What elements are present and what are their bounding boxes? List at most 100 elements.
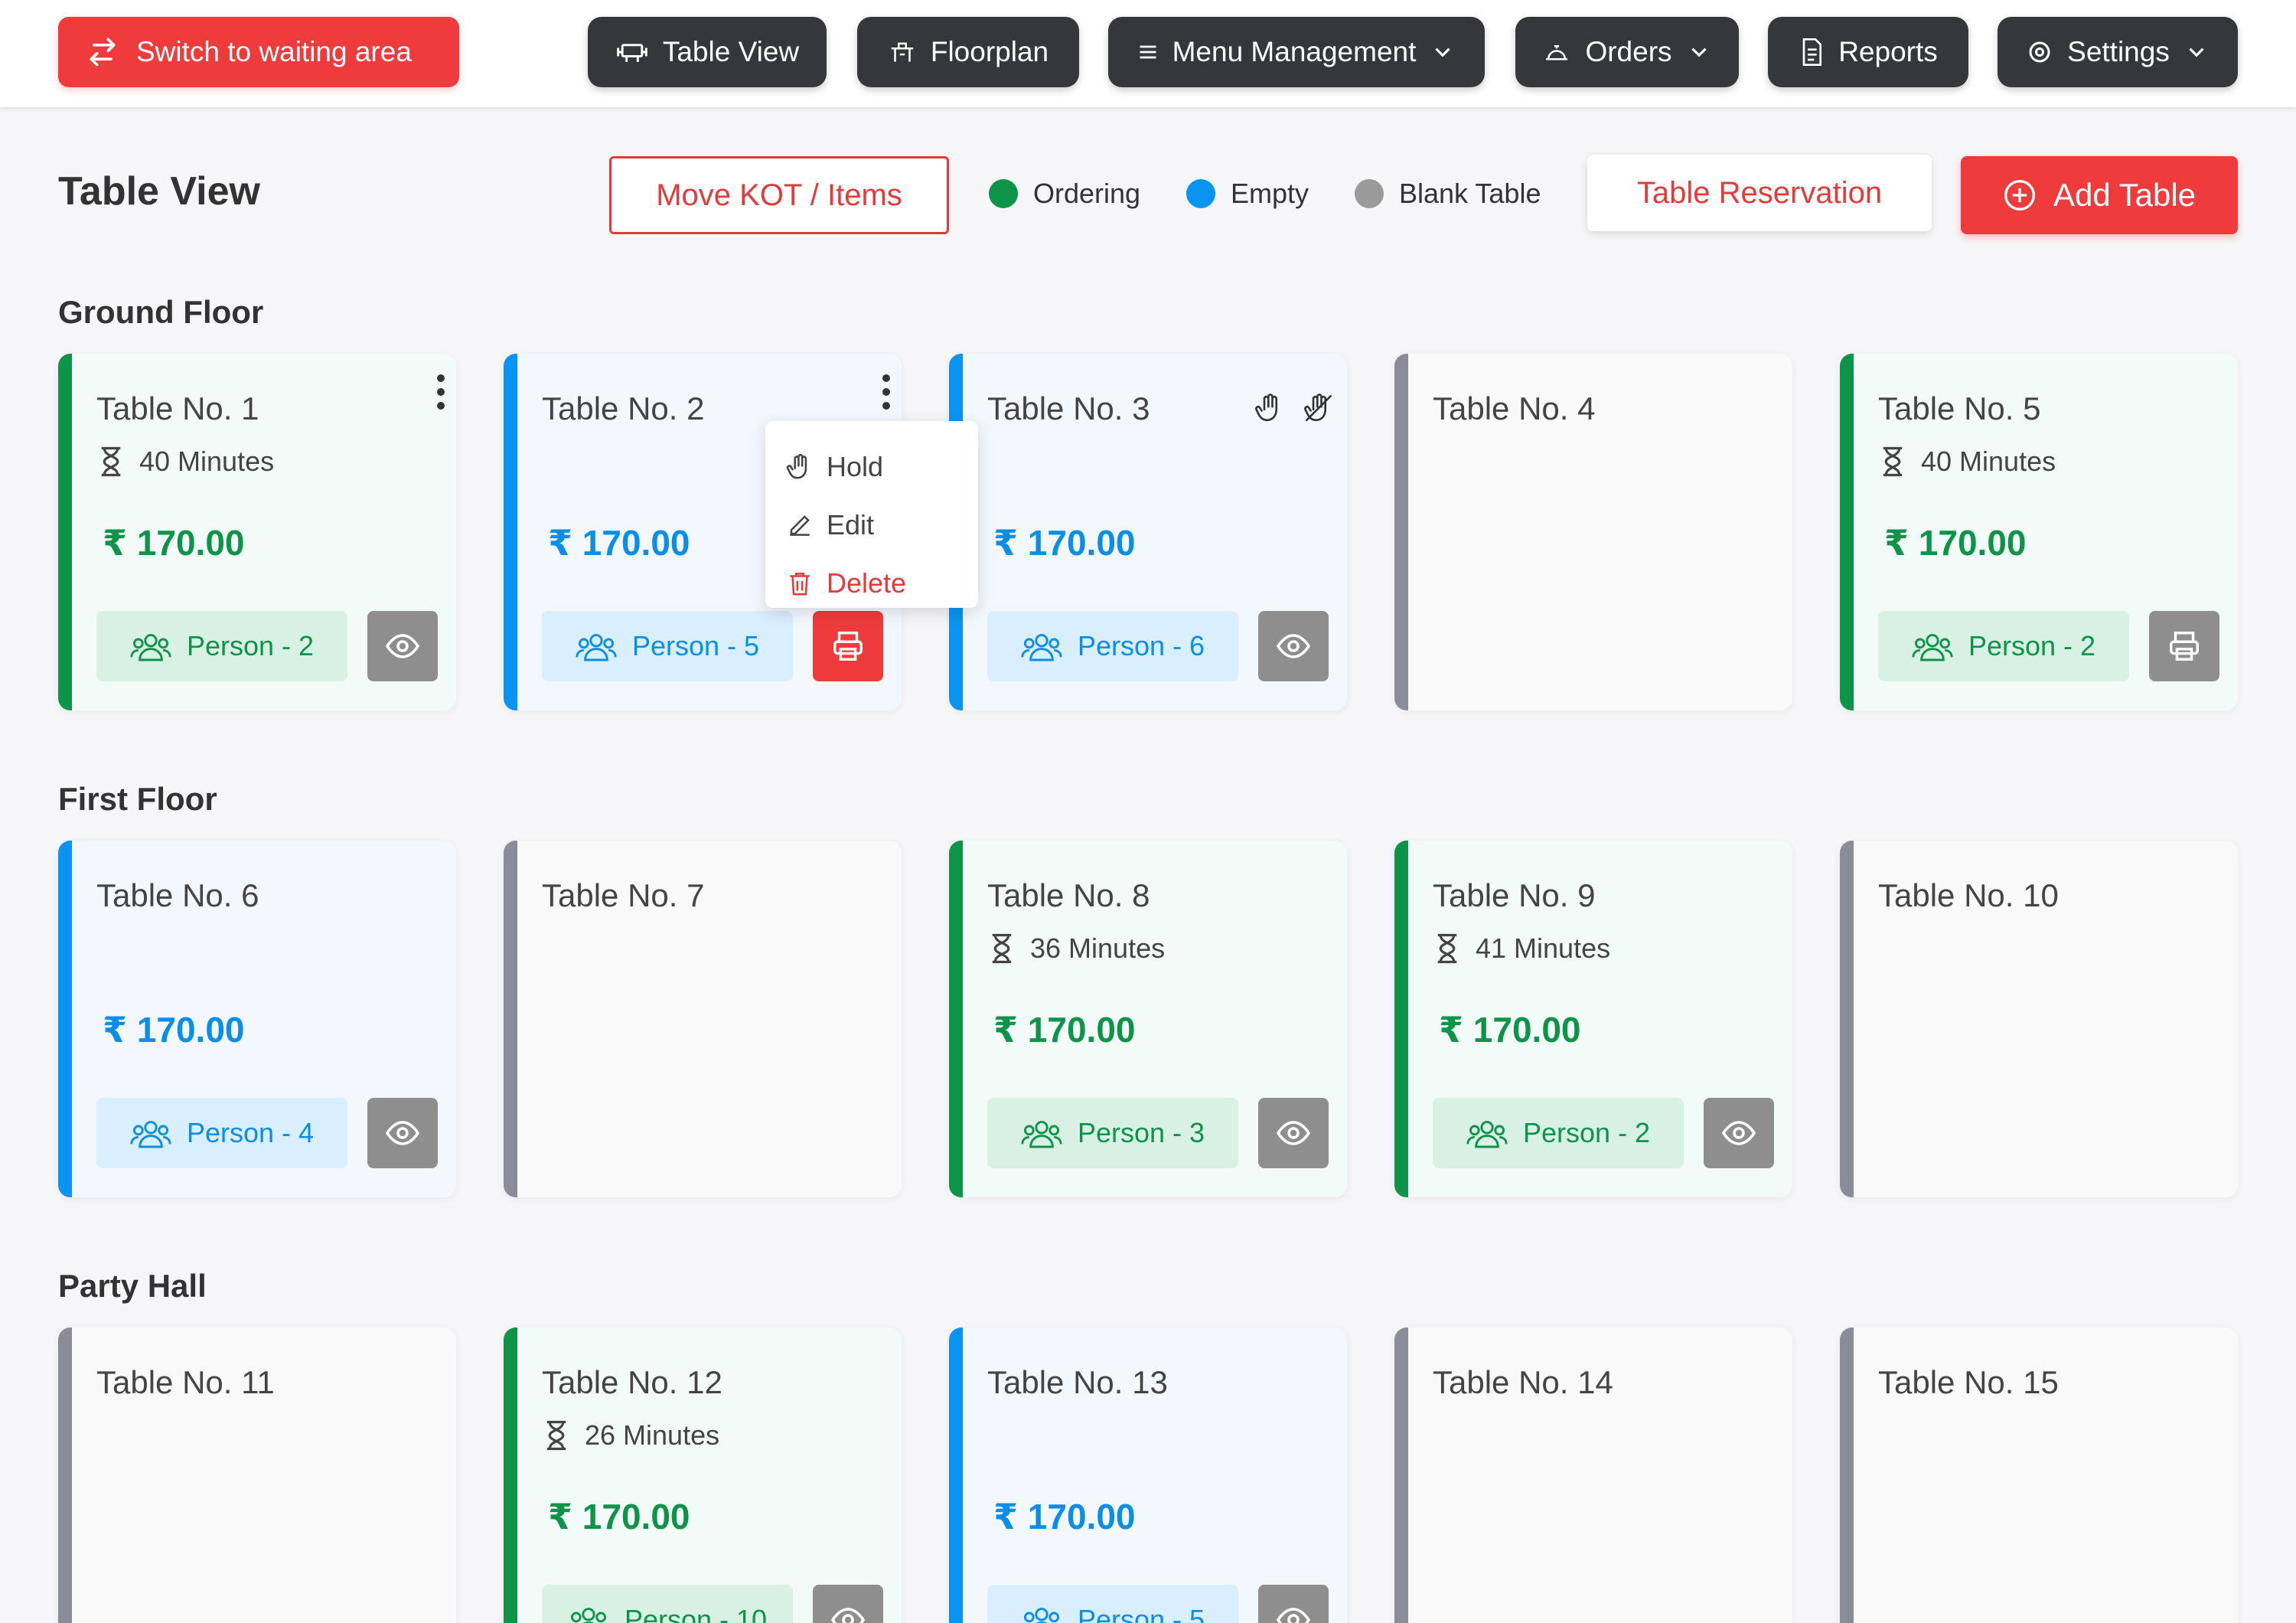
person-count-label: Person - 4 [186, 1117, 315, 1148]
view-order-button[interactable] [367, 611, 438, 681]
table-timer: 36 Minutes [987, 932, 1165, 965]
table-amount: ₹ 170.00 [993, 523, 1136, 563]
table-name: Table No. 6 [96, 877, 259, 913]
table-card[interactable]: Table No. 4 [1394, 354, 1792, 710]
switch-waiting-area-label: Switch to waiting area [136, 36, 412, 67]
nav-menu-management[interactable]: Menu Management [1108, 17, 1485, 87]
nav-settings[interactable]: Settings [1998, 17, 2238, 87]
swap-arrows-icon [90, 38, 116, 67]
section-title: Party Hall [58, 1268, 207, 1304]
table-amount: ₹ 170.00 [548, 1497, 690, 1536]
legend-ordering: Ordering [989, 178, 1140, 210]
nav-reports[interactable]: Reports [1768, 17, 1968, 87]
table-card[interactable]: Table No. 1 40 Minutes ₹ 170.00 Person - 2 [58, 354, 456, 710]
hamburger-icon [1140, 45, 1156, 59]
nav-orders[interactable]: Orders [1515, 17, 1739, 87]
person-count-label: Person - 5 [631, 630, 760, 661]
hourglass-icon [1437, 933, 1457, 964]
table-reservation-button[interactable]: Table Reservation [1587, 155, 1932, 231]
table-card[interactable]: Table No. 10 [1840, 841, 2238, 1197]
hourglass-icon [992, 933, 1012, 964]
table-amount: ₹ 170.00 [103, 1010, 245, 1050]
table-card[interactable]: Table No. 12 26 Minutes ₹ 170.00 Person - 1… [504, 1327, 902, 1623]
print-kot-button[interactable] [813, 611, 883, 681]
edit-label: Edit [827, 509, 875, 540]
table-name: Table No. 10 [1878, 877, 2059, 913]
delete-label: Delete [827, 567, 907, 599]
add-table-button[interactable]: Add Table [1961, 156, 2238, 234]
table-card[interactable]: Table No. 8 36 Minutes ₹ 170.00 Person - 3 [949, 841, 1347, 1197]
chevron-down-icon [1435, 47, 1451, 57]
edit-menu-item[interactable]: Edit [765, 496, 978, 554]
people-icon [1023, 1608, 1059, 1623]
section-title: Ground Floor [58, 294, 264, 330]
person-count-label: Person - 3 [1077, 1117, 1205, 1148]
eye-icon [385, 1121, 420, 1145]
people-icon [130, 634, 171, 661]
timer-text: 36 Minutes [1030, 932, 1166, 964]
table-card[interactable]: Table No. 13 ₹ 170.00 Person - 5 [949, 1327, 1347, 1623]
timer-text: 40 Minutes [1921, 446, 2056, 477]
view-order-button[interactable] [1704, 1098, 1774, 1168]
hold-menu-item[interactable]: Hold [765, 438, 978, 496]
table-card[interactable]: Table No. 6 ₹ 170.00 Person - 4 [58, 841, 456, 1197]
table-name: Table No. 11 [96, 1364, 275, 1400]
chevron-down-icon [2189, 47, 2204, 57]
table-card[interactable]: Table No. 2 ₹ 170.00 Person - 5 [504, 354, 902, 710]
view-order-button[interactable] [1258, 611, 1329, 681]
table-card[interactable]: Table No. 3 ₹ 170.00 Person - 6 [949, 354, 1347, 710]
kebab-menu-icon[interactable] [871, 369, 902, 415]
view-order-button[interactable] [1258, 1098, 1329, 1168]
view-order-button[interactable] [1258, 1585, 1329, 1623]
table-icon [617, 44, 647, 62]
nav-table-view[interactable]: Table View [588, 17, 827, 87]
plus-circle-icon [2004, 180, 2035, 211]
table-card[interactable]: Table No. 14 [1394, 1327, 1792, 1623]
printer-icon [2170, 632, 2199, 661]
table-timer: 26 Minutes [542, 1419, 719, 1452]
switch-waiting-area-button[interactable]: Switch to waiting area [58, 17, 459, 87]
move-kot-button[interactable]: Move KOT / Items [609, 156, 949, 234]
nav-menu-management-label: Menu Management [1172, 36, 1417, 67]
page-title: Table View [58, 169, 260, 214]
table-amount: ₹ 170.00 [993, 1497, 1136, 1536]
nav-floorplan[interactable]: Floorplan [857, 17, 1079, 87]
table-card[interactable]: Table No. 9 41 Minutes ₹ 170.00 Person - 2 [1394, 841, 1792, 1197]
ordering-dot [989, 179, 1018, 208]
document-icon [1802, 38, 1822, 66]
trash-icon [790, 573, 810, 596]
people-icon [1021, 1121, 1062, 1148]
legend-blank-label: Blank Table [1399, 178, 1541, 209]
table-name: Table No. 3 [987, 390, 1150, 426]
person-count-badge: Person - 10 [542, 1585, 793, 1623]
unhold-hand-icon[interactable] [1303, 390, 1335, 426]
hand-icon[interactable] [1254, 390, 1286, 426]
kebab-menu-icon[interactable] [426, 369, 456, 415]
people-icon [1021, 634, 1062, 661]
table-timer: 41 Minutes [1433, 932, 1610, 965]
table-name: Table No. 5 [1878, 390, 2041, 426]
table-name: Table No. 7 [542, 877, 705, 913]
table-context-menu: Hold Edit Delete [765, 421, 978, 608]
table-card[interactable]: Table No. 11 [58, 1327, 456, 1623]
timer-text: 26 Minutes [585, 1419, 720, 1451]
table-card[interactable]: Table No. 5 40 Minutes ₹ 170.00 Person - 2 [1840, 354, 2238, 710]
person-count-label: Person - 2 [1968, 630, 2096, 661]
view-order-button[interactable] [813, 1585, 883, 1623]
table-card[interactable]: Table No. 15 [1840, 1327, 2238, 1623]
gear-icon [2029, 41, 2050, 63]
table-card[interactable]: Table No. 7 [504, 841, 902, 1197]
print-kot-button[interactable] [2149, 611, 2219, 681]
delete-menu-item[interactable]: Delete [765, 554, 978, 612]
cloche-icon [1546, 45, 1568, 60]
eye-icon [1276, 1121, 1311, 1145]
hold-label: Hold [827, 451, 884, 482]
table-amount: ₹ 170.00 [1884, 523, 2027, 563]
hand-icon [786, 453, 807, 479]
legend-ordering-label: Ordering [1033, 178, 1141, 209]
floorplan-icon [891, 42, 914, 62]
table-name: Table No. 13 [987, 1364, 1168, 1400]
hourglass-icon [101, 446, 121, 477]
view-order-button[interactable] [367, 1098, 438, 1168]
printer-icon [833, 632, 863, 661]
